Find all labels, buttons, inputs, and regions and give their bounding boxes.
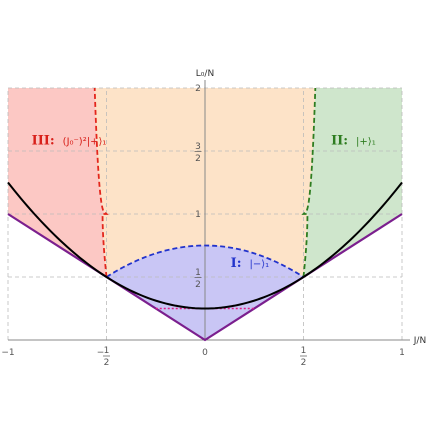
axes (8, 80, 410, 341)
red-dashed-curve (93, 87, 109, 278)
y-axis-label: L₀/N (196, 69, 214, 79)
x-tick-denominator: 2 (104, 358, 110, 368)
x-tick-label: 0 (202, 348, 208, 358)
region-ii-fill (303, 88, 402, 277)
lower-boundary-curve (7, 213, 403, 342)
region-label-ii: II: |+⟩₁ (331, 134, 376, 149)
y-tick-label: 2 (195, 84, 201, 94)
region-label-i: I: |−⟩₁ (231, 256, 270, 271)
y-tick-denominator: 2 (195, 154, 201, 164)
green-dashed-curve (301, 87, 317, 278)
y-tick-numerator: 3 (195, 142, 201, 152)
y-tick-denominator: 2 (195, 280, 201, 290)
x-tick-numerator: 1 (104, 346, 110, 356)
region-roman-numeral: I: (231, 256, 242, 271)
blue-dashed-curve (106, 244, 304, 278)
region-labels: I: |−⟩₁ II: |+⟩₁ III: (J₀⁻)²|+⟩₁ (32, 134, 376, 271)
region-label-iii: III: (J₀⁻)²|+⟩₁ (32, 134, 107, 149)
region-state-label: (J₀⁻)²|+⟩₁ (63, 137, 107, 148)
region-roman-numeral: II: (331, 134, 348, 149)
x-axis-label: J/N (413, 336, 426, 346)
y-tick-numerator: 1 (195, 268, 201, 278)
region-state-label: |+⟩₁ (356, 137, 376, 148)
x-tick-label: 1 (399, 348, 405, 358)
x-tick-label: −1 (1, 348, 14, 358)
region-iii-fill (8, 88, 107, 277)
region-roman-numeral: III: (32, 134, 55, 149)
y-tick-label: 1 (195, 210, 201, 220)
parabola-curve (7, 181, 403, 310)
x-tick-numerator: 1 (301, 346, 307, 356)
x-tick-denominator: 2 (301, 358, 307, 368)
curves (7, 87, 403, 342)
x-tick-sign: − (97, 348, 105, 358)
region-state-label: |−⟩₁ (250, 259, 270, 270)
